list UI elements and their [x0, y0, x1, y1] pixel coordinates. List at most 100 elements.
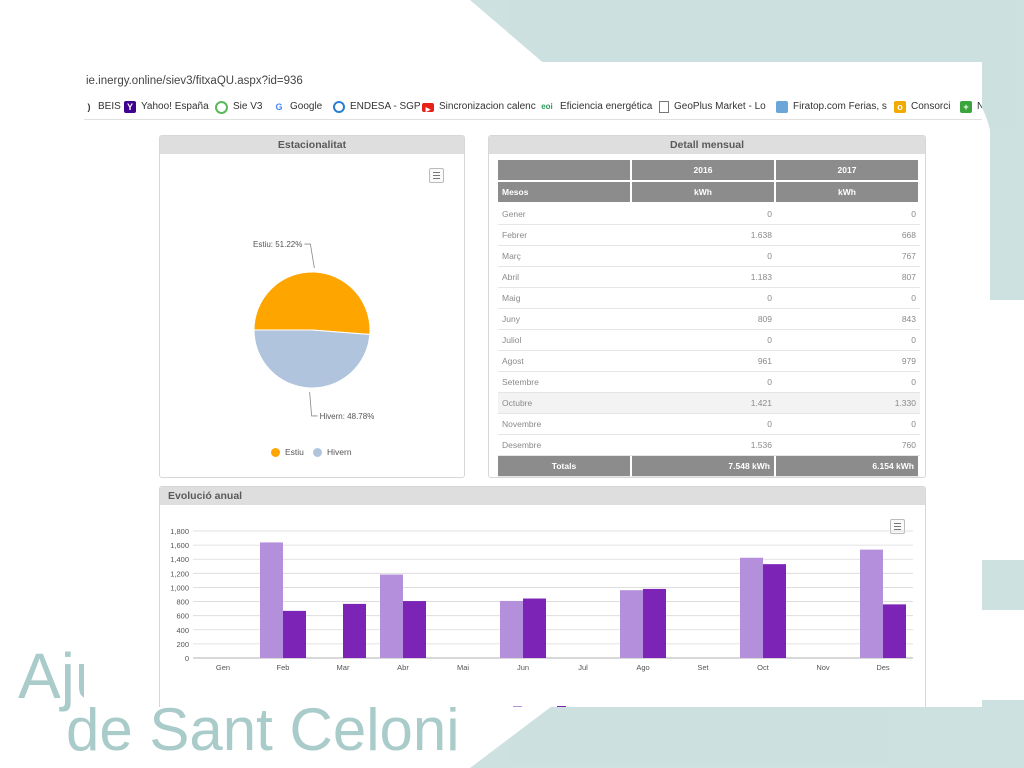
value-2017-cell: 0 — [776, 204, 920, 225]
legend-estiu[interactable]: Estiu — [271, 447, 304, 457]
totals-label: Totals — [498, 456, 632, 477]
pie-connector-hivern — [309, 391, 318, 417]
bar-2017-mar[interactable] — [343, 603, 366, 658]
bar-2017-abr[interactable] — [403, 601, 426, 658]
pie-label-hivern: Hivern: 48.78% — [320, 412, 375, 421]
x-tick-label: Ago — [636, 663, 649, 672]
x-tick-label: Mai — [457, 663, 469, 672]
value-2017-cell: 0 — [776, 414, 920, 435]
legend-hivern[interactable]: Hivern — [313, 447, 352, 457]
bar-2016-jun[interactable] — [500, 600, 523, 658]
x-tick-label: Jul — [578, 663, 588, 672]
bookmark-sincronizacion[interactable]: ▸ Sincronizacion calenc — [422, 100, 536, 114]
bar-2016-oct[interactable] — [740, 557, 763, 658]
pie-slice-estiu[interactable] — [253, 271, 371, 335]
bookmark-eficiencia[interactable]: eoi Eficiencia energética — [539, 100, 652, 114]
bookmark-geoplus[interactable]: GeoPlus Market - Lo — [659, 100, 766, 114]
legend-2016-icon — [513, 706, 522, 707]
total-2016: 7.548 kWh — [632, 456, 776, 477]
value-2017-cell: 0 — [776, 372, 920, 393]
annual-title: Evolució anual — [160, 487, 925, 505]
address-bar[interactable]: ie.inergy.online/siev3/fitxaQU.aspx?id=9… — [84, 70, 982, 92]
table-row: Març 0 767 — [498, 246, 920, 267]
seasonality-title: Estacionalitat — [160, 136, 464, 154]
chart-menu-icon[interactable] — [429, 168, 444, 183]
youtube-icon: ▸ — [422, 102, 434, 114]
value-2017-cell: 807 — [776, 267, 920, 288]
bar-2017-oct[interactable] — [763, 564, 786, 658]
legend-2016-label: 2016 — [526, 705, 545, 707]
bookmark-label: GeoPlus Market - Lo — [674, 101, 766, 112]
bar-2016-des[interactable] — [860, 549, 883, 658]
y-tick-label: 800 — [176, 598, 189, 607]
bookmark-firatop[interactable]: Firatop.com Ferias, s — [776, 100, 887, 114]
bookmark-sie-v3[interactable]: Sie V3 — [215, 100, 262, 114]
bookmark-consorci[interactable]: o Consorci — [894, 100, 950, 114]
x-tick-label: Gen — [216, 663, 230, 672]
month-cell: Juny — [498, 309, 632, 330]
bar-2017-ago[interactable] — [643, 588, 666, 658]
bar-2017-des[interactable] — [883, 604, 906, 658]
bookmark-yahoo[interactable]: Y Yahoo! España — [124, 100, 209, 114]
month-cell: Febrer — [498, 225, 632, 246]
bar-2016-feb[interactable] — [260, 542, 283, 658]
header-2016: 2016 — [632, 160, 776, 182]
value-2016-cell: 0 — [632, 330, 776, 351]
table-row: Desembre 1.536 760 — [498, 435, 920, 456]
legend-2017[interactable]: 2017 — [557, 705, 589, 707]
month-cell: Març — [498, 246, 632, 267]
yahoo-icon: Y — [124, 101, 136, 113]
monthly-table: 2016 2017 Mesos kWh kWh Gener 0 0 Febrer 1.6… — [498, 160, 920, 477]
table-row: Gener 0 0 — [498, 204, 920, 225]
page-content: Estacionalitat Estiu: 51.22% Hivern: 48.7… — [84, 122, 982, 707]
month-cell: Agost — [498, 351, 632, 372]
bar-2016-abr[interactable] — [380, 574, 403, 658]
value-2017-cell: 843 — [776, 309, 920, 330]
legend-2017-label: 2017 — [570, 705, 589, 707]
value-2016-cell: 0 — [632, 372, 776, 393]
month-cell: Octubre — [498, 393, 632, 414]
chart-menu-icon[interactable] — [890, 519, 905, 534]
logo-line-2: de Sant Celoni — [66, 696, 460, 763]
google-icon: G — [273, 101, 285, 113]
eoi-icon: eoi — [539, 101, 555, 113]
bar-2017-feb[interactable] — [283, 610, 306, 658]
bookmark-more[interactable]: + N — [960, 100, 982, 114]
bookmark-label: Yahoo! España — [141, 101, 209, 112]
bookmark-endesa[interactable]: ENDESA - SGP — [333, 100, 421, 114]
browser-window: ie.inergy.online/siev3/fitxaQU.aspx?id=9… — [84, 62, 982, 707]
x-tick-label: Jun — [517, 663, 529, 672]
header-unit-2017: kWh — [776, 182, 920, 204]
bookmarks-bar: ) BEIS Y Yahoo! España Sie V3 G Google E… — [84, 95, 982, 120]
table-row: Agost 961 979 — [498, 351, 920, 372]
bookmark-label: ENDESA - SGP — [350, 101, 421, 112]
bar-2016-ago[interactable] — [620, 590, 643, 658]
totals-row: Totals 7.548 kWh 6.154 kWh — [498, 456, 920, 477]
value-2017-cell: 760 — [776, 435, 920, 456]
bar-2017-jun[interactable] — [523, 598, 546, 658]
y-tick-label: 400 — [176, 626, 189, 635]
url-text[interactable]: ie.inergy.online/siev3/fitxaQU.aspx?id=9… — [86, 75, 303, 87]
value-2016-cell: 0 — [632, 204, 776, 225]
value-2017-cell: 0 — [776, 330, 920, 351]
bookmark-beis[interactable]: ) BEIS — [86, 100, 121, 114]
table-row: Juliol 0 0 — [498, 330, 920, 351]
value-2016-cell: 1.536 — [632, 435, 776, 456]
legend-hivern-swatch — [313, 447, 322, 457]
monthly-detail-panel: Detall mensual 2016 2017 Mesos kWh kWh G… — [488, 135, 926, 478]
total-2017: 6.154 kWh — [776, 456, 920, 477]
x-tick-label: Feb — [277, 663, 290, 672]
seasonality-panel: Estacionalitat Estiu: 51.22% Hivern: 48.7… — [159, 135, 465, 478]
value-2016-cell: 1.638 — [632, 225, 776, 246]
legend-2016[interactable]: 2016 — [513, 705, 545, 707]
legend-hivern-label: Hivern — [327, 447, 352, 457]
bookmark-label: Sie V3 — [233, 101, 263, 112]
table-row: Febrer 1.638 668 — [498, 225, 920, 246]
pie-slice-hivern[interactable] — [253, 329, 371, 389]
value-2016-cell: 809 — [632, 309, 776, 330]
monthly-title: Detall mensual — [489, 136, 925, 154]
firatop-icon — [776, 101, 788, 113]
bookmark-google[interactable]: G Google — [273, 100, 322, 114]
y-tick-label: 0 — [185, 654, 189, 663]
value-2017-cell: 1.330 — [776, 393, 920, 414]
